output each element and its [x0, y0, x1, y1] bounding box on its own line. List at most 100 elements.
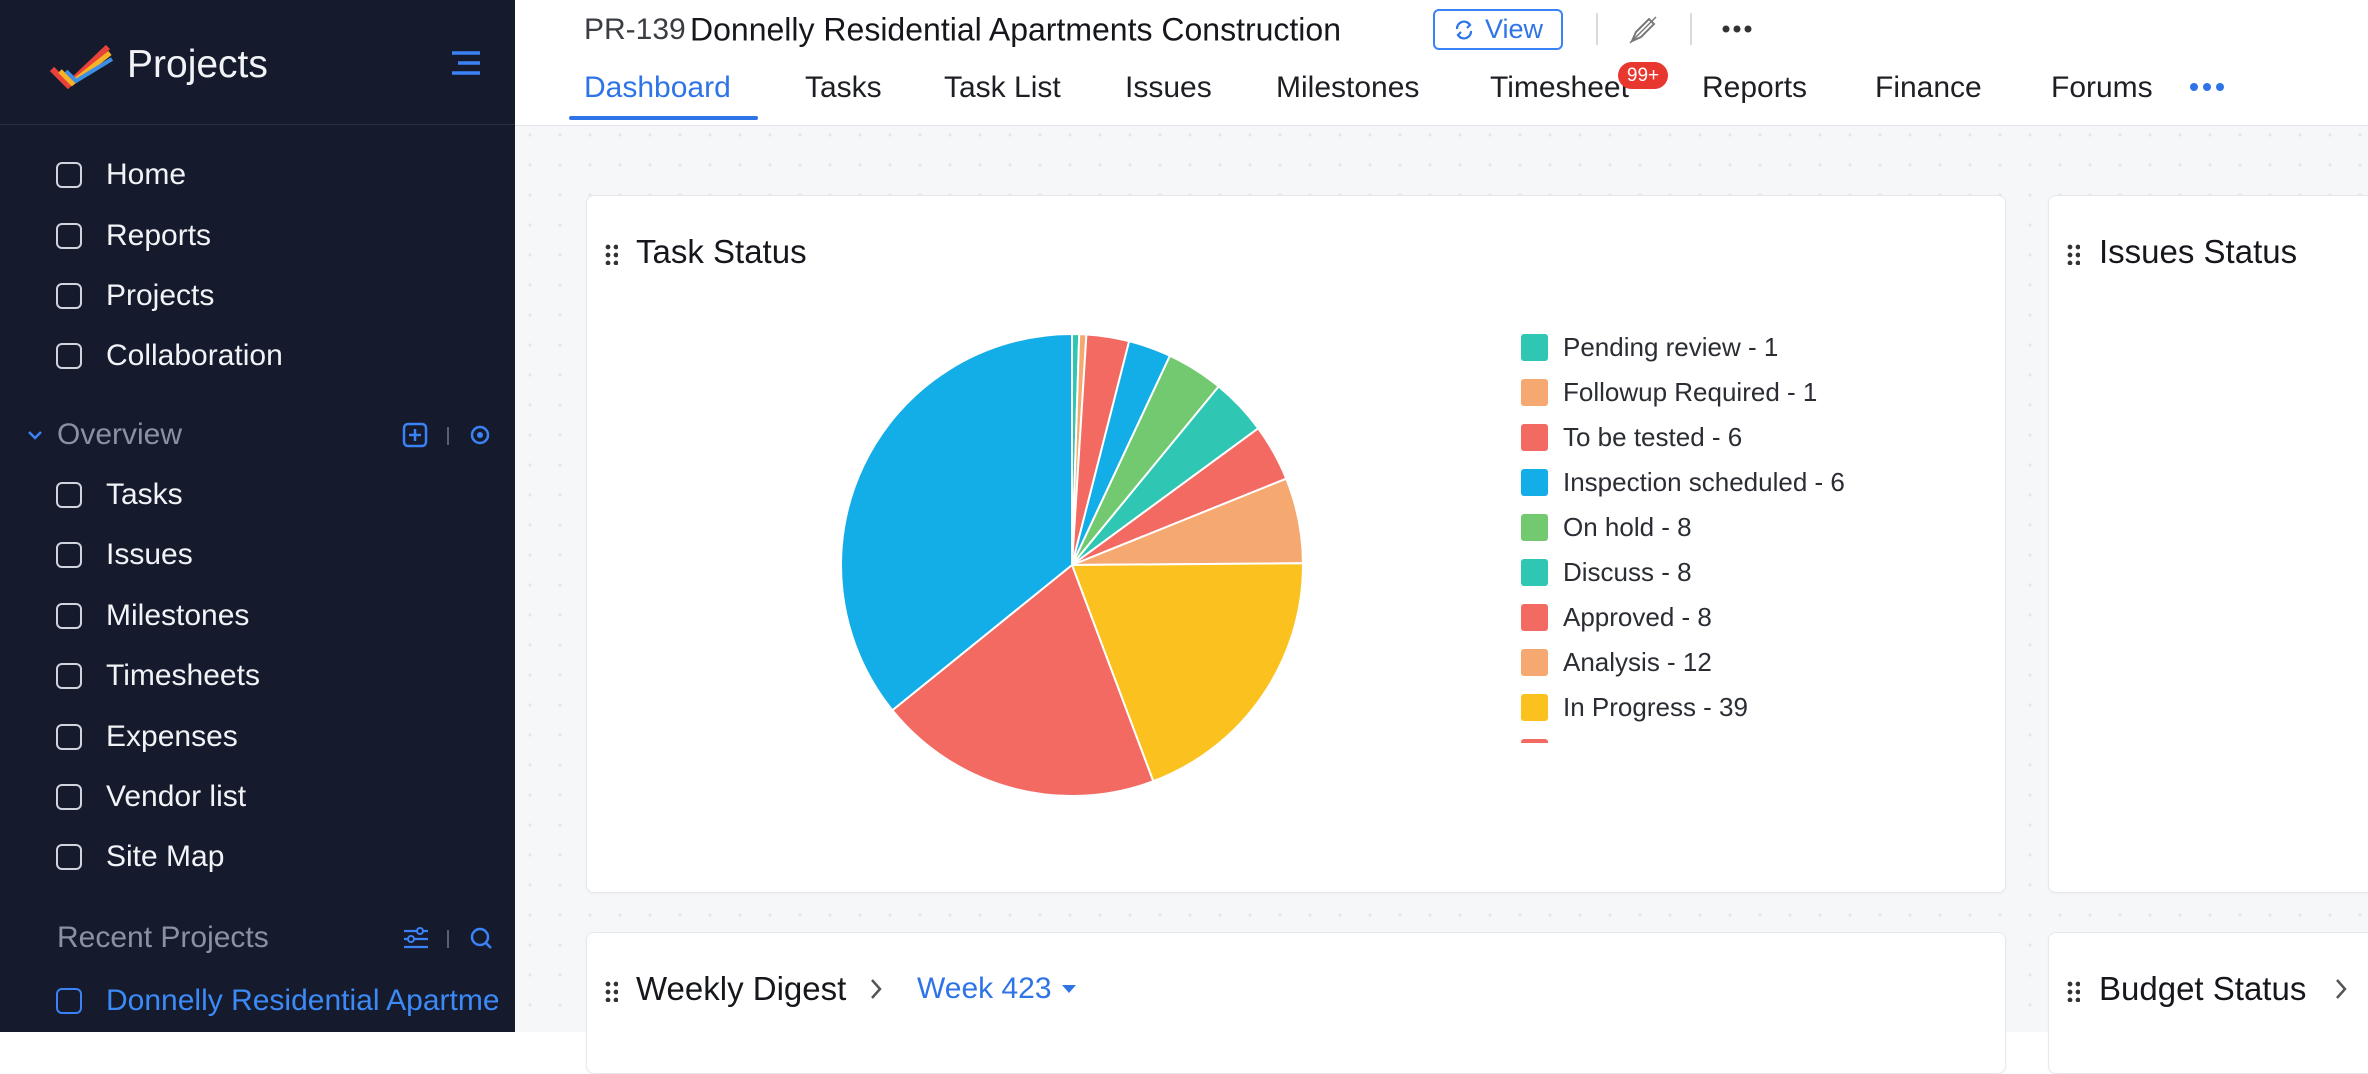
dropdown-caret[interactable] [1061, 983, 1077, 995]
pie-slice [1070, 562, 1304, 783]
drag-handle[interactable] [2066, 243, 2080, 265]
chevron[interactable] [2333, 977, 2349, 1001]
legend-item[interactable] [1521, 737, 1563, 743]
nav-item[interactable]: Expenses [106, 719, 238, 753]
nav-icon [56, 723, 82, 750]
project-id: PR-139 [584, 13, 686, 46]
legend-item[interactable]: Approved - 8 [1521, 602, 1712, 632]
legend-item[interactable]: On hold - 8 [1521, 512, 1692, 542]
pie-slice [840, 332, 1073, 712]
separator [1596, 13, 1598, 45]
nav-item[interactable]: Reports [106, 219, 212, 252]
app-title: Projects [127, 43, 268, 86]
nav-item[interactable]: Projects [106, 279, 215, 312]
legend-label: Discuss - 8 [1563, 556, 1692, 587]
nav-item[interactable]: Tasks [106, 478, 183, 511]
tab[interactable]: Timesheet [1490, 71, 1629, 104]
legend-swatch [1521, 423, 1548, 451]
card-title: Weekly Digest [636, 970, 847, 1007]
legend-label: Analysis - 12 [1563, 646, 1712, 677]
active-tab-underline [569, 116, 758, 120]
card-title: Task Status [636, 233, 807, 270]
recent-actions[interactable] [402, 924, 492, 954]
nav-icon [56, 844, 82, 871]
nav-icon [56, 162, 82, 188]
separator [1690, 13, 1692, 45]
week-selector[interactable]: Week 423 [917, 972, 1052, 1005]
legend-item[interactable]: To be tested - 6 [1521, 422, 1742, 452]
menu-toggle[interactable] [450, 50, 482, 76]
legend-item[interactable]: Discuss - 8 [1521, 557, 1692, 587]
drag-handle[interactable] [2066, 980, 2080, 1002]
chevron[interactable] [868, 977, 884, 1001]
nav-icon [56, 482, 82, 508]
project-name: Donnelly Residential Apartments Construc… [690, 11, 1341, 48]
nav-icon [56, 283, 82, 309]
legend-swatch [1521, 468, 1548, 496]
tab[interactable]: Finance [1875, 71, 1982, 104]
legend-label: In Progress - 39 [1563, 691, 1748, 722]
view-button[interactable]: View [1433, 9, 1563, 50]
tab[interactable]: Issues [1125, 71, 1212, 104]
section-actions[interactable] [402, 421, 492, 451]
nav-icon [56, 223, 82, 249]
legend-swatch [1521, 738, 1548, 743]
more-tabs[interactable] [2189, 81, 2225, 93]
card-title: Issues Status [2099, 233, 2298, 270]
view-icon [1455, 20, 1473, 39]
divider [0, 124, 515, 125]
legend-item[interactable]: Inspection scheduled - 6 [1521, 467, 1845, 497]
nav-icon [56, 343, 82, 369]
legend-item[interactable]: Pending review - 1 [1521, 332, 1778, 362]
legend-item[interactable]: Analysis - 12 [1521, 647, 1712, 677]
nav-item[interactable]: Home [106, 158, 187, 191]
nav-icon [56, 602, 82, 629]
tab[interactable]: Tasks [805, 71, 882, 104]
recent-icon [56, 988, 82, 1014]
pie-slice [890, 563, 1155, 797]
legend-label: On hold - 8 [1563, 511, 1692, 542]
nav-item[interactable]: Vendor list [106, 780, 247, 813]
legend: Pending review - 1 Followup Required - 1 T… [1521, 332, 1941, 743]
recent-title: Recent Projects [57, 921, 269, 954]
nav-icon [56, 663, 82, 690]
logo [49, 44, 114, 90]
section-title: Overview [57, 418, 183, 451]
more-icon[interactable] [1722, 24, 1752, 34]
legend-swatch [1521, 378, 1548, 406]
nav-item[interactable]: Milestones [106, 598, 250, 632]
legend-swatch [1521, 693, 1548, 721]
tab[interactable]: Milestones [1276, 71, 1420, 104]
legend-swatch [1521, 648, 1548, 676]
nav-icon [56, 784, 82, 810]
tab[interactable]: Task List [944, 71, 1061, 104]
legend-label: To be tested - 6 [1563, 421, 1743, 452]
legend-item[interactable]: In Progress - 39 [1521, 692, 1748, 722]
nav-item[interactable]: Collaboration [106, 339, 283, 372]
collapse-icon[interactable] [26, 426, 44, 444]
view-label: View [1484, 14, 1544, 44]
nav-item[interactable]: Issues [106, 538, 193, 572]
nav-item[interactable]: Timesheets [106, 659, 260, 693]
legend-label: Approved - 8 [1563, 601, 1712, 632]
badge: 99+ [1618, 62, 1668, 89]
tab[interactable]: Dashboard [584, 71, 731, 104]
sidebar: Projects Home Reports Projects Collaboratio… [0, 0, 515, 1032]
tab[interactable]: Forums [2051, 71, 2153, 104]
pie-chart [840, 332, 1305, 797]
legend-swatch [1521, 513, 1548, 541]
drag-handle[interactable] [604, 243, 618, 265]
header: PR-139 Donnelly Residential Apartments C… [515, 0, 2368, 126]
legend-label: Followup Required - 1 [1563, 376, 1818, 407]
legend-label: Inspection scheduled - 6 [1563, 466, 1845, 497]
legend-swatch [1521, 333, 1548, 361]
legend-swatch [1521, 603, 1548, 631]
recent-project[interactable]: Donnelly Residential Apartments Construc… [106, 984, 498, 1017]
nav-item[interactable]: Site Map [106, 840, 225, 874]
legend-label: Pending review - 1 [1563, 332, 1779, 362]
edit-icon[interactable] [1628, 15, 1658, 45]
drag-handle[interactable] [604, 980, 618, 1002]
tab[interactable]: Reports [1702, 71, 1808, 104]
legend-item[interactable]: Followup Required - 1 [1521, 377, 1817, 407]
